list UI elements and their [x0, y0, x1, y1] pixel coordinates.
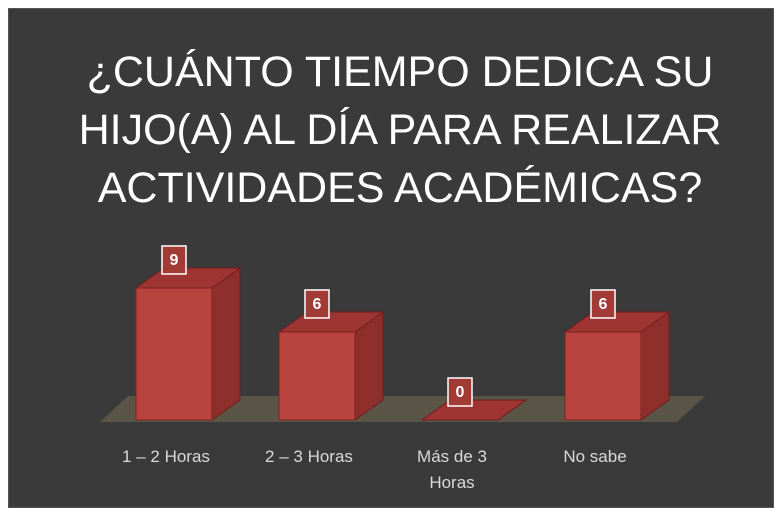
x-tick-label: 2 – 3 Horas [265, 447, 353, 466]
bar [134, 266, 242, 421]
bar [277, 311, 385, 421]
value-label-box [161, 245, 187, 275]
value-label: 0 [456, 384, 465, 401]
value-label-box [590, 289, 616, 319]
value-label: 6 [599, 296, 608, 313]
x-tick-label: Más de 3 Horas [417, 447, 487, 492]
x-tick-label: No sabe [563, 447, 627, 466]
bar-front [564, 331, 642, 421]
chart-panel [8, 8, 774, 508]
chart-title: ACTIVIDADES ACADÉMICAS? [98, 164, 703, 212]
value-label-box [304, 289, 330, 319]
bar-front [278, 331, 356, 421]
value-label: 9 [170, 252, 179, 269]
value-label-box [447, 377, 473, 407]
chart-title: ¿CUÁNTO TIEMPO DEDICA SU [87, 48, 714, 96]
value-label: 6 [313, 296, 322, 313]
floor [100, 396, 705, 422]
bar-front [135, 287, 213, 421]
bar-side [211, 266, 241, 421]
x-tick-label: 1 – 2 Horas [122, 447, 210, 466]
chart-title: HIJO(A) AL DÍA PARA REALIZAR [79, 106, 722, 154]
bar [563, 311, 671, 421]
